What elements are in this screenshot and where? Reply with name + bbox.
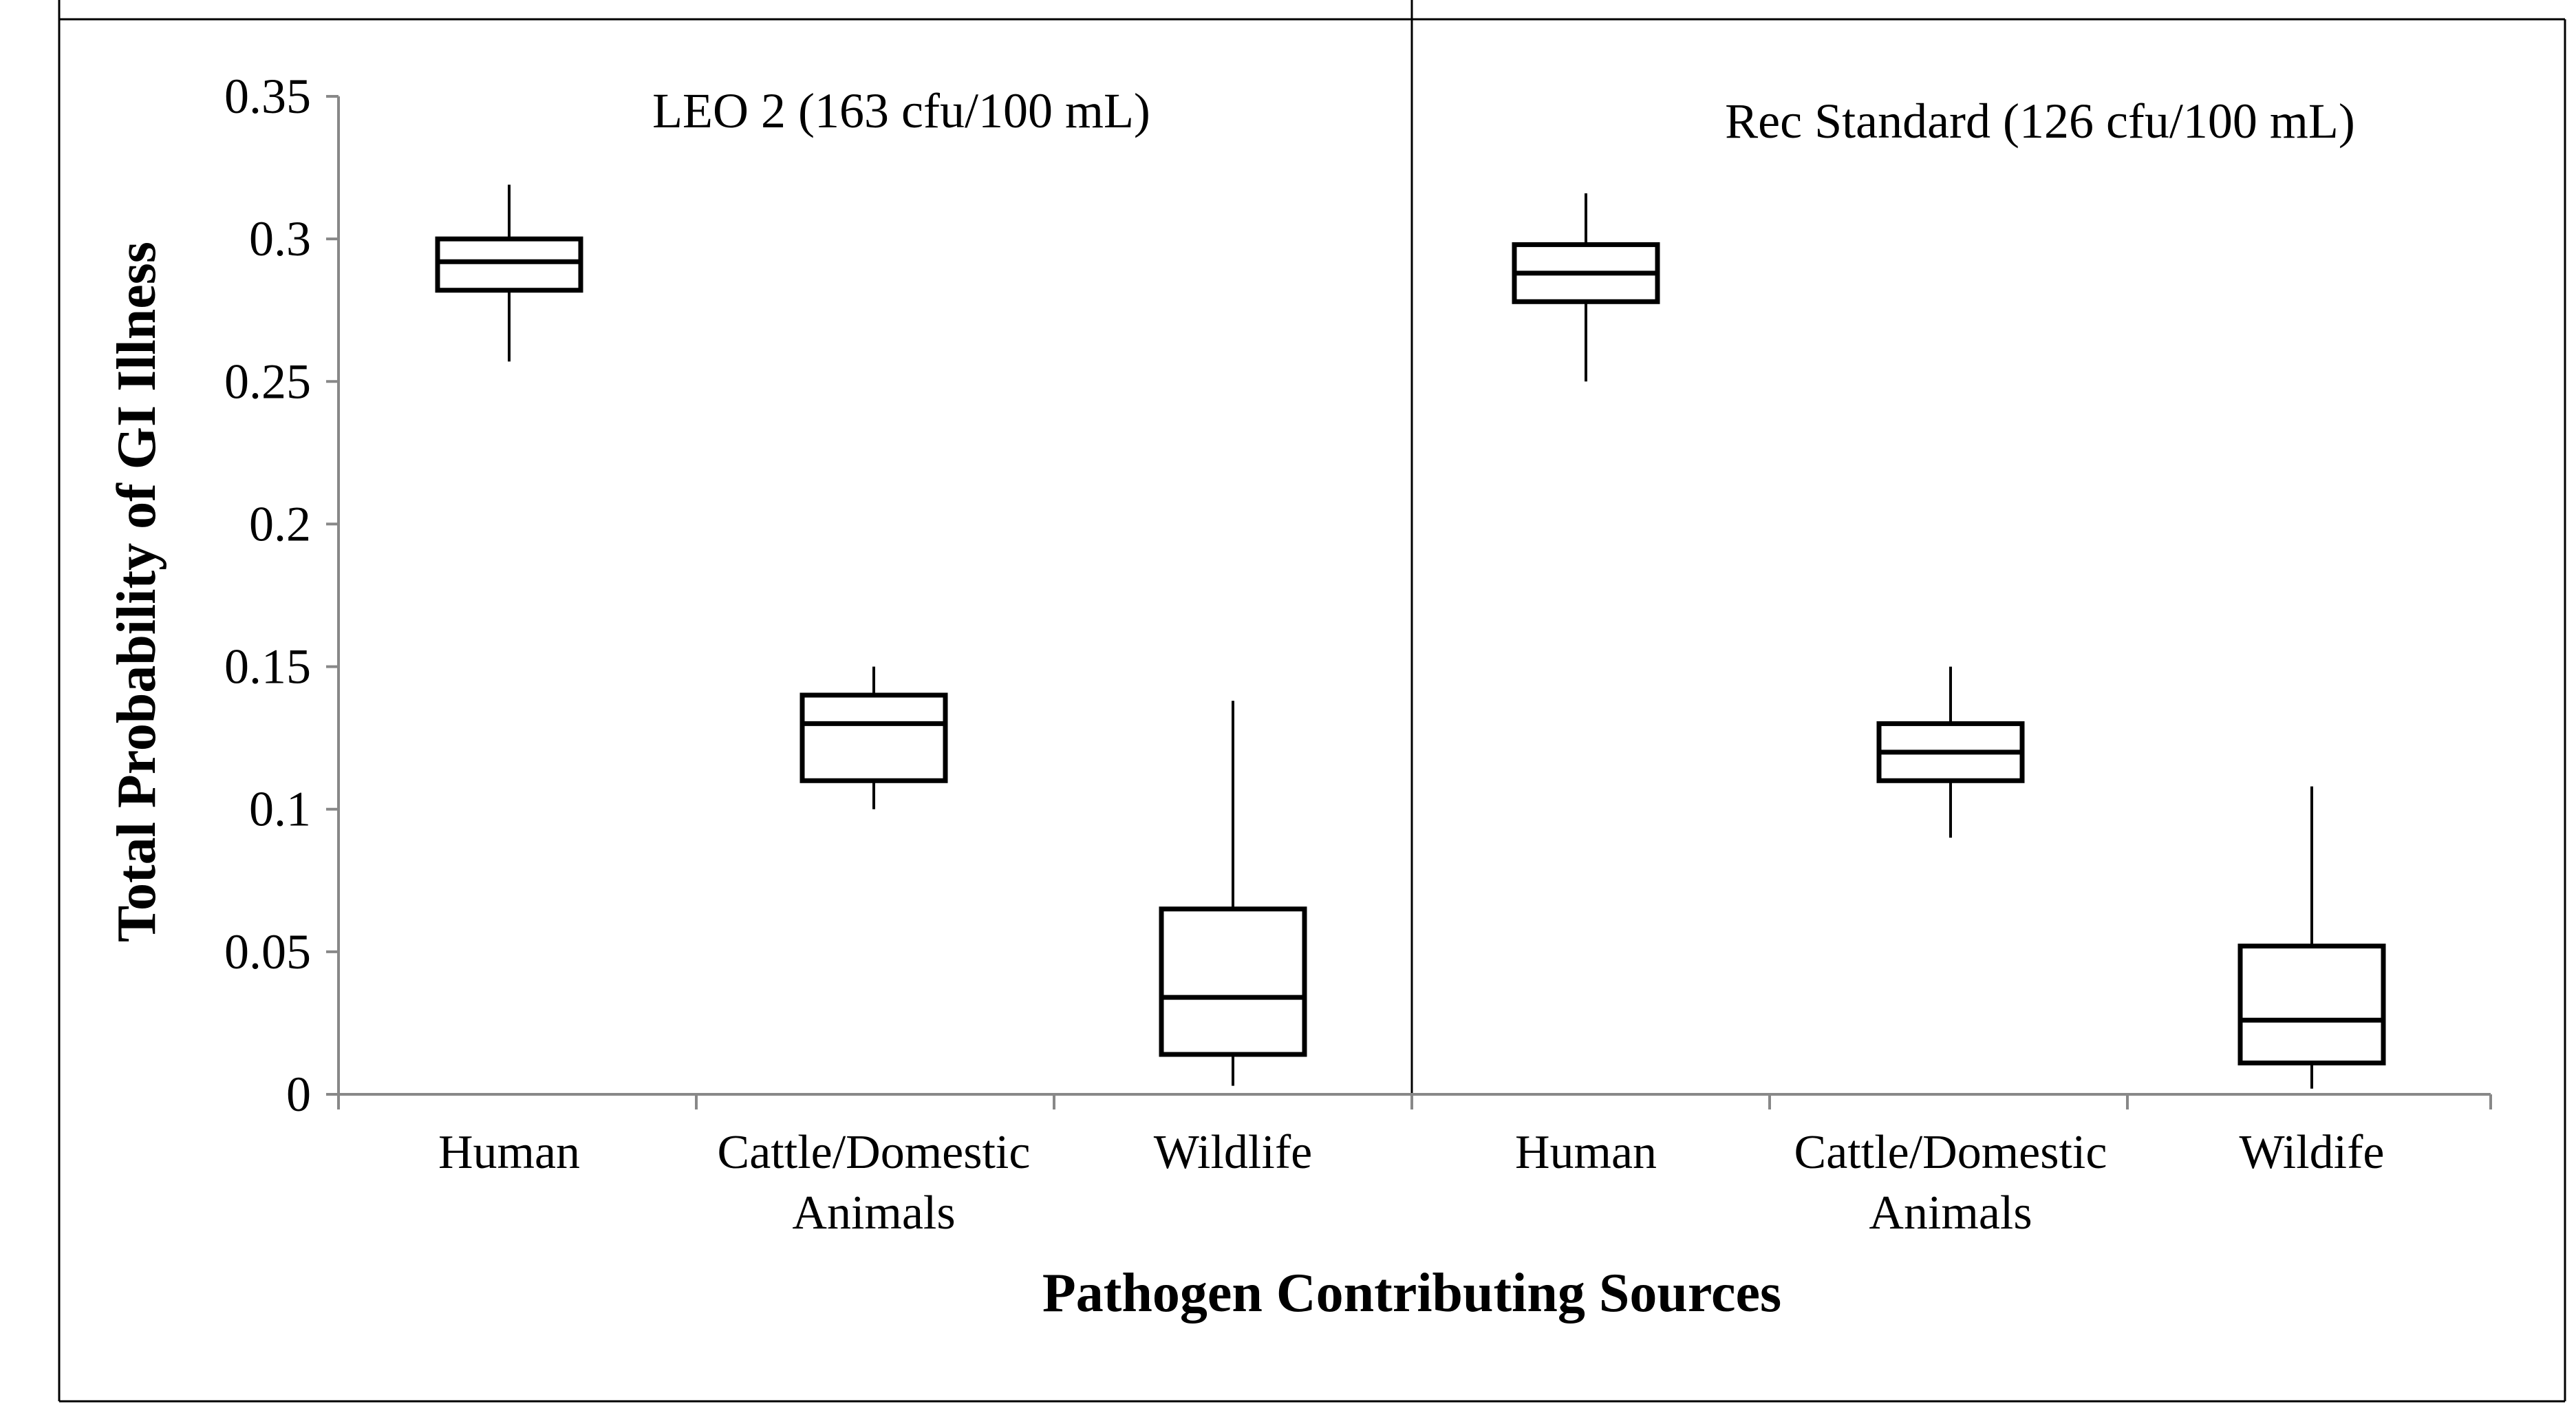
category-label: Human — [1515, 1126, 1657, 1179]
y-tick-label: 0 — [286, 1067, 311, 1122]
y-tick-label: 0.3 — [249, 211, 311, 266]
y-tick-label: 0.25 — [224, 354, 311, 409]
y-tick-label: 0.1 — [249, 782, 311, 837]
y-tick-label: 0.2 — [249, 496, 311, 551]
y-tick-label: 0.35 — [224, 69, 311, 124]
panel-title: LEO 2 (163 cfu/100 mL) — [652, 83, 1150, 138]
y-tick-label: 0.15 — [224, 639, 311, 694]
category-label: Wildife — [2240, 1126, 2385, 1179]
category-label: Human — [438, 1126, 580, 1179]
category-label: Animals — [792, 1187, 955, 1240]
category-label: Cattle/Domestic — [718, 1126, 1031, 1179]
y-tick-label: 0.05 — [224, 924, 311, 979]
box — [1159, 906, 1307, 1057]
box — [799, 692, 948, 783]
x-axis-title: Pathogen Contributing Sources — [1042, 1263, 1781, 1324]
category-label: Wildlife — [1154, 1126, 1312, 1179]
panel-title: Rec Standard (126 cfu/100 mL) — [1725, 94, 2355, 149]
box — [2237, 944, 2386, 1065]
category-label: Cattle/Domestic — [1794, 1126, 2107, 1179]
category-label: Animals — [1869, 1187, 2032, 1240]
y-axis-title: Total Probability of GI Illness — [107, 242, 167, 942]
box — [435, 236, 583, 293]
